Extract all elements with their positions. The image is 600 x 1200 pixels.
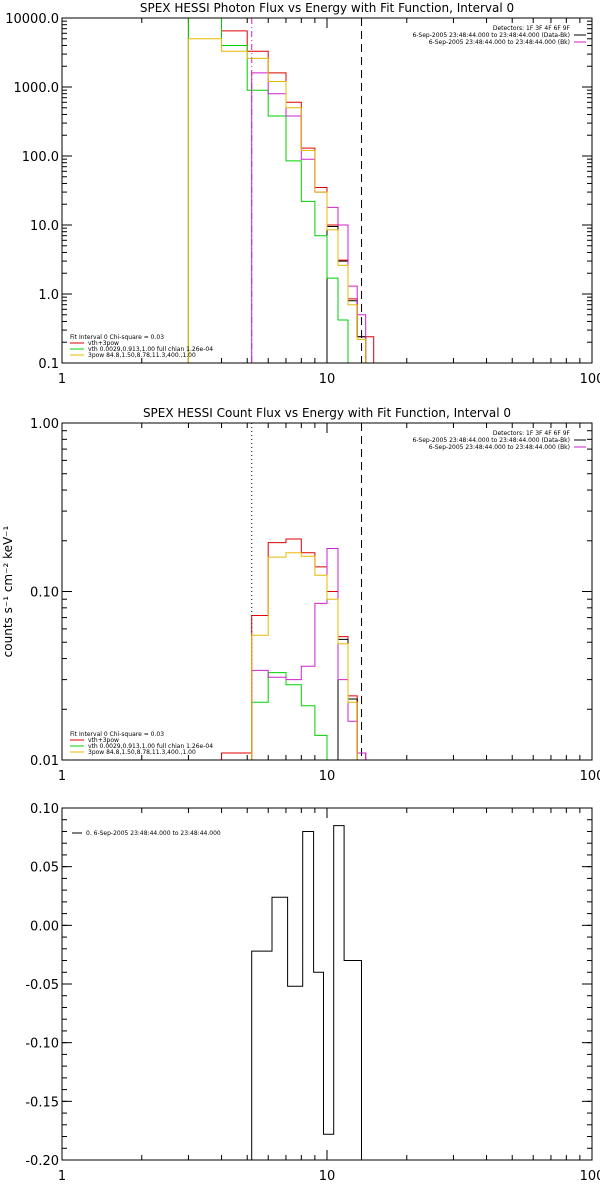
histogram-series [221, 538, 375, 760]
legend-bottom-left-entry: Fit Interval 0 Chi-square = 0.03 [70, 731, 164, 738]
legend-top-right-entry: 6-Sep-2005 23:48:44.000 to 23:48:44.000 … [412, 32, 570, 39]
y-tick-label: 0.10 [30, 586, 59, 601]
y-tick-label: 0.1 [38, 357, 59, 372]
legend-bottom-left-entry: 3pow 84.8,1.50,8.78,11.3,400.,1.00 [88, 352, 196, 359]
y-tick-label: 100.0 [22, 150, 59, 165]
y-tick-label: 0.10 [30, 802, 59, 817]
y-tick-label: 10.0 [30, 219, 59, 234]
plot-frame [61, 17, 593, 364]
legend-bottom-left-entry: vth 0.0029,0.913,1.00 full chian 1.26e-0… [88, 743, 213, 750]
histogram-series [187, 18, 358, 363]
x-tick-label: 100 [580, 769, 600, 784]
x-tick-label: 10 [319, 1169, 336, 1184]
legend-bottom-left-entry: Fit Interval 0 Chi-square = 0.03 [70, 334, 164, 341]
y-axis-label: counts s⁻¹ cm⁻² keV⁻¹ [1, 525, 15, 657]
y-tick-label: 1.0 [38, 288, 59, 303]
histogram-series [251, 548, 367, 760]
y-tick-label: -0.20 [25, 1154, 59, 1169]
legend-bottom-left-entry: vth 0.0029,0.913,1.00 full chian 1.26e-0… [88, 346, 213, 353]
plot-area [251, 825, 362, 1160]
x-tick-label: 1 [58, 769, 66, 784]
plot-area [187, 18, 375, 363]
legend-top-right-entry: Detectors: 1F 3F 4F 6F 9F [493, 25, 571, 32]
y-tick-label: 0.05 [30, 861, 59, 876]
legend-bottom-left-entry: vth+3pow [88, 737, 119, 744]
residuals-panel: 1 10 100 0.10 0.05 0.00 -0.05 -0.10 -0.15 -0.20 0.… [25, 802, 600, 1184]
y-tick-label: -0.10 [25, 1037, 59, 1052]
x-tick-label: 10 [319, 769, 336, 784]
x-tick-label: 10 [319, 372, 336, 387]
histogram-series [326, 226, 367, 363]
legend-top-right-entry: 6-Sep-2005 23:48:44.000 to 23:48:44.000 … [429, 444, 570, 451]
legend-bottom-left-entry: 3pow 84.8,1.50,8.78,11.3,400.,1.00 [88, 749, 196, 756]
histogram-series [187, 38, 375, 363]
y-tick-label: 1.00 [30, 417, 59, 432]
x-tick-label: 1 [58, 372, 66, 387]
legend-top-right-entry: Detectors: 1F 3F 4F 6F 9F [493, 430, 571, 437]
y-tick-label: -0.15 [25, 1095, 59, 1110]
legend-top-right-entry: 6-Sep-2005 23:48:44.000 to 23:48:44.000 … [412, 437, 570, 444]
legend-top-left-entry: 0. 6-Sep-2005 23:48:44.000 to 23:48:44.0… [86, 830, 221, 837]
histogram-series [251, 825, 362, 1160]
y-tick-label: 0.00 [30, 919, 59, 934]
histogram-series [337, 638, 367, 760]
chart-title: SPEX HESSI Count Flux vs Energy with Fit… [143, 406, 511, 420]
chart-title: SPEX HESSI Photon Flux vs Energy with Fi… [140, 1, 514, 15]
histogram-series [187, 18, 375, 363]
legend-bottom-left-entry: vth+3pow [88, 340, 119, 347]
y-tick-label: 1000.0 [14, 81, 60, 96]
histogram-series [251, 552, 367, 760]
plot-frame [61, 807, 593, 1161]
histogram-series [251, 72, 367, 363]
x-tick-label: 100 [580, 372, 600, 387]
plot-area [221, 423, 375, 760]
x-tick-label: 1 [58, 1169, 66, 1184]
legend-top-right-entry: 6-Sep-2005 23:48:44.000 to 23:48:44.000 … [429, 39, 570, 46]
y-tick-label: -0.05 [25, 978, 59, 993]
x-tick-label: 100 [580, 1169, 600, 1184]
plot-frame [61, 422, 593, 761]
histogram-series [251, 672, 328, 760]
y-tick-label: 0.01 [30, 754, 59, 769]
count-flux-panel: SPEX HESSI Count Flux vs Energy with Fit… [1, 406, 600, 784]
photon-flux-panel: SPEX HESSI Photon Flux vs Energy with Fi… [5, 1, 600, 387]
y-tick-label: 10000.0 [5, 12, 59, 27]
